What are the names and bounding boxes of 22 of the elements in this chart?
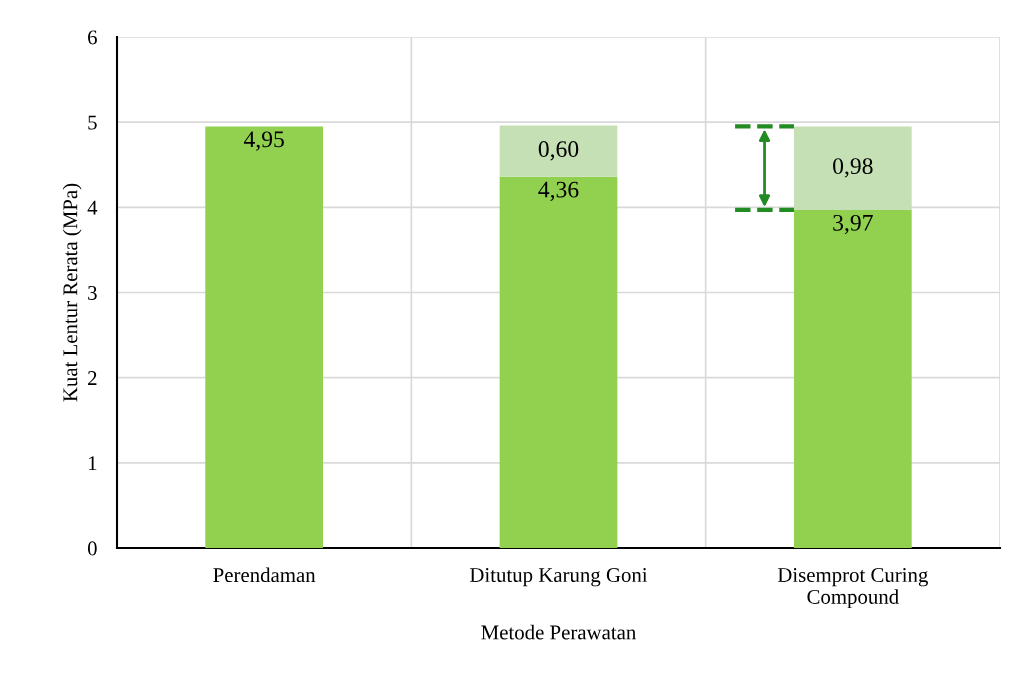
x-axis-title: Metode Perawatan <box>481 624 636 640</box>
data-label: 3,97 <box>833 214 873 235</box>
bar <box>793 209 912 548</box>
bar <box>793 126 912 210</box>
data-label: 0,98 <box>833 158 873 178</box>
y-tick-label: 6 <box>88 30 97 45</box>
data-label: 4,36 <box>538 181 579 201</box>
bar <box>499 176 618 548</box>
y-axis-title: Kuat Lentur Rerata (MPa) <box>62 183 82 402</box>
bar <box>499 125 618 177</box>
y-tick-label: 0 <box>87 541 97 556</box>
bar <box>205 126 324 548</box>
y-tick-label: 5 <box>88 115 97 130</box>
data-label: 4,95 <box>243 131 284 151</box>
y-tick-label: 3 <box>88 285 97 300</box>
data-label: 0,60 <box>538 141 579 161</box>
x-tick-label: Perendaman <box>213 567 316 583</box>
y-tick-label: 4 <box>87 200 98 215</box>
y-tick-label: 2 <box>88 371 97 385</box>
x-tick-label: Disemprot Curing Compound <box>777 568 928 609</box>
x-tick-label: Ditutup Karung Goni <box>469 568 648 587</box>
y-tick-label: 1 <box>88 456 97 471</box>
